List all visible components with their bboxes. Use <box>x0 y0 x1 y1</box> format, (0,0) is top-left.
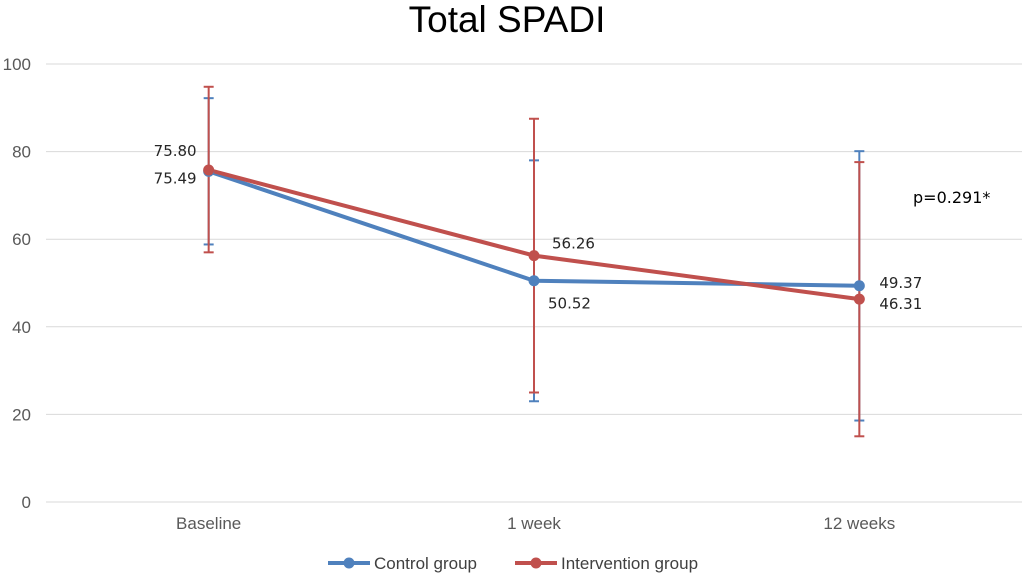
x-category-label: 12 weeks <box>823 514 895 533</box>
y-tick-label: 0 <box>22 493 31 512</box>
y-tick-label: 100 <box>3 55 31 74</box>
legend-swatch-marker-1 <box>530 557 542 569</box>
error-bars <box>203 85 865 438</box>
x-category-label: Baseline <box>176 514 241 533</box>
legend-label-0: Control group <box>374 554 477 573</box>
data-point-0-2 <box>853 280 865 292</box>
legend: Control group Intervention group <box>328 554 698 573</box>
data-point-1-2 <box>853 293 865 305</box>
y-tick-label: 80 <box>12 143 31 162</box>
data-label-0-0: 75.49 <box>154 169 197 187</box>
data-label-1-1: 56.26 <box>552 235 595 253</box>
data-point-1-1 <box>528 250 540 262</box>
chart-title: Total SPADI <box>409 0 606 40</box>
p-value-annotation: p=0.291* <box>913 188 990 207</box>
x-category-label: 1 week <box>507 514 561 533</box>
series-points <box>203 164 865 305</box>
y-tick-label: 40 <box>12 318 31 337</box>
data-labels: 75.49 50.52 49.37 75.80 56.26 46.31 <box>154 142 923 313</box>
y-tick-label: 20 <box>12 405 31 424</box>
data-point-0-1 <box>528 275 540 287</box>
y-tick-label: 60 <box>12 230 31 249</box>
x-axis-categories: Baseline 1 week 12 weeks <box>176 514 895 533</box>
y-axis-ticks: 0 20 40 60 80 100 <box>3 55 31 512</box>
data-label-0-2: 49.37 <box>879 274 922 292</box>
legend-swatch-marker-0 <box>343 557 355 569</box>
legend-label-1: Intervention group <box>561 554 698 573</box>
data-label-0-1: 50.52 <box>548 295 591 313</box>
data-point-1-0 <box>203 164 215 176</box>
data-label-1-0: 75.80 <box>154 142 197 160</box>
data-label-1-2: 46.31 <box>879 295 922 313</box>
